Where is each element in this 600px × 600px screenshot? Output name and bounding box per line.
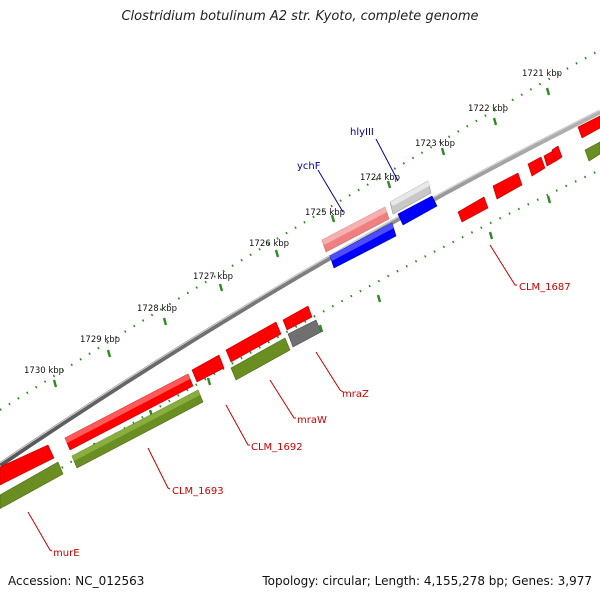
- leader-lines: [27, 138, 517, 552]
- scale-dotted-track: [0, 49, 600, 411]
- gene-bar-CLM_1693-top: [72, 390, 200, 461]
- gene-label-mraW[interactable]: mraW: [297, 415, 327, 426]
- inner-tick: [376, 294, 382, 303]
- major-tick: [330, 214, 336, 223]
- major-tick: [440, 147, 446, 156]
- cds-murE[interactable]: [0, 444, 55, 486]
- gene-label-hlyIII[interactable]: hlyIII: [350, 127, 374, 138]
- cds-CLM_1693-top: [65, 374, 190, 443]
- cds-red[interactable]: [551, 145, 563, 162]
- inner-tick: [488, 231, 494, 240]
- cds-red[interactable]: [527, 156, 546, 177]
- genome-backbone: [0, 109, 600, 468]
- leader-line-mraZ: [315, 351, 344, 393]
- scale-label: 1729 kbp: [80, 335, 120, 345]
- leader-line-CLM_1693: [147, 447, 171, 490]
- leader-line-hlyIII: [375, 138, 399, 182]
- scale-label: 1725 kbp: [305, 208, 345, 218]
- major-tick: [386, 180, 392, 189]
- major-tick: [545, 87, 551, 96]
- major-tick: [274, 249, 280, 258]
- leader-line-mraW: [269, 379, 296, 419]
- cds-red[interactable]: [492, 172, 523, 200]
- cds-mraZ-dark[interactable]: [287, 319, 322, 348]
- inner-tick: [318, 324, 324, 333]
- scale-label: 1721 kbp: [522, 69, 562, 79]
- gene-label-ychF[interactable]: ychF: [297, 161, 321, 172]
- major-tick: [162, 317, 168, 326]
- cds-red[interactable]: [282, 305, 313, 331]
- leader-line-CLM_1687: [489, 244, 517, 286]
- scale-labels: 1721 kbp 1722 kbp 1723 kbp 1724 kbp 1725…: [24, 69, 562, 376]
- inner-tick: [206, 377, 212, 386]
- scale-label: 1727 kbp: [193, 272, 233, 282]
- gene-label-murE[interactable]: murE: [53, 548, 80, 559]
- gene-bar-murE[interactable]: [0, 461, 64, 509]
- leader-line-CLM_1692: [225, 404, 250, 446]
- genome-backbone-highlight: [0, 109, 600, 464]
- scale-label: 1730 kbp: [24, 366, 64, 376]
- gene-label-mraZ[interactable]: mraZ: [342, 389, 369, 400]
- cds-CLM_1692[interactable]: [191, 354, 225, 383]
- major-tick: [106, 349, 112, 358]
- scale-label: 1726 kbp: [249, 239, 289, 249]
- gene-bar[interactable]: [584, 141, 600, 162]
- gene-labels: hlyIII ychF CLM_1687 mraZ mraW CLM_1692 …: [53, 127, 571, 559]
- inner-tick: [546, 195, 552, 204]
- gene-label-CLM_1693[interactable]: CLM_1693: [172, 486, 224, 497]
- major-tick: [218, 283, 224, 292]
- cds-gray-top: [390, 181, 431, 206]
- cds-blue-small[interactable]: [397, 195, 438, 226]
- gene-bar-mraW[interactable]: [230, 337, 291, 381]
- leader-line-ychF: [317, 169, 344, 213]
- scale-label: 1728 kbp: [137, 304, 177, 314]
- forward-features: [321, 180, 438, 269]
- cds-red[interactable]: [577, 115, 600, 139]
- major-tick: [492, 117, 498, 126]
- major-tick: [52, 379, 58, 388]
- scale-label: 1724 kbp: [360, 173, 400, 183]
- genome-summary-text: Topology: circular; Length: 4,155,278 bp…: [262, 574, 592, 588]
- cds-mraW[interactable]: [225, 321, 282, 363]
- scale-label: 1723 kbp: [415, 139, 455, 149]
- scale-label: 1722 kbp: [468, 104, 508, 114]
- page-title: Clostridium botulinum A2 str. Kyoto, com…: [121, 9, 479, 24]
- gene-label-CLM_1692[interactable]: CLM_1692: [251, 442, 303, 453]
- cds-CLM_1687[interactable]: [457, 196, 489, 223]
- cds-blue-large-top: [330, 223, 394, 261]
- gene-label-CLM_1687[interactable]: CLM_1687: [519, 282, 571, 293]
- accession-text: Accession: NC_012563: [8, 574, 145, 588]
- cds-ychF-top: [322, 207, 387, 245]
- reverse-features: [0, 115, 600, 509]
- leader-line-murE: [27, 511, 53, 552]
